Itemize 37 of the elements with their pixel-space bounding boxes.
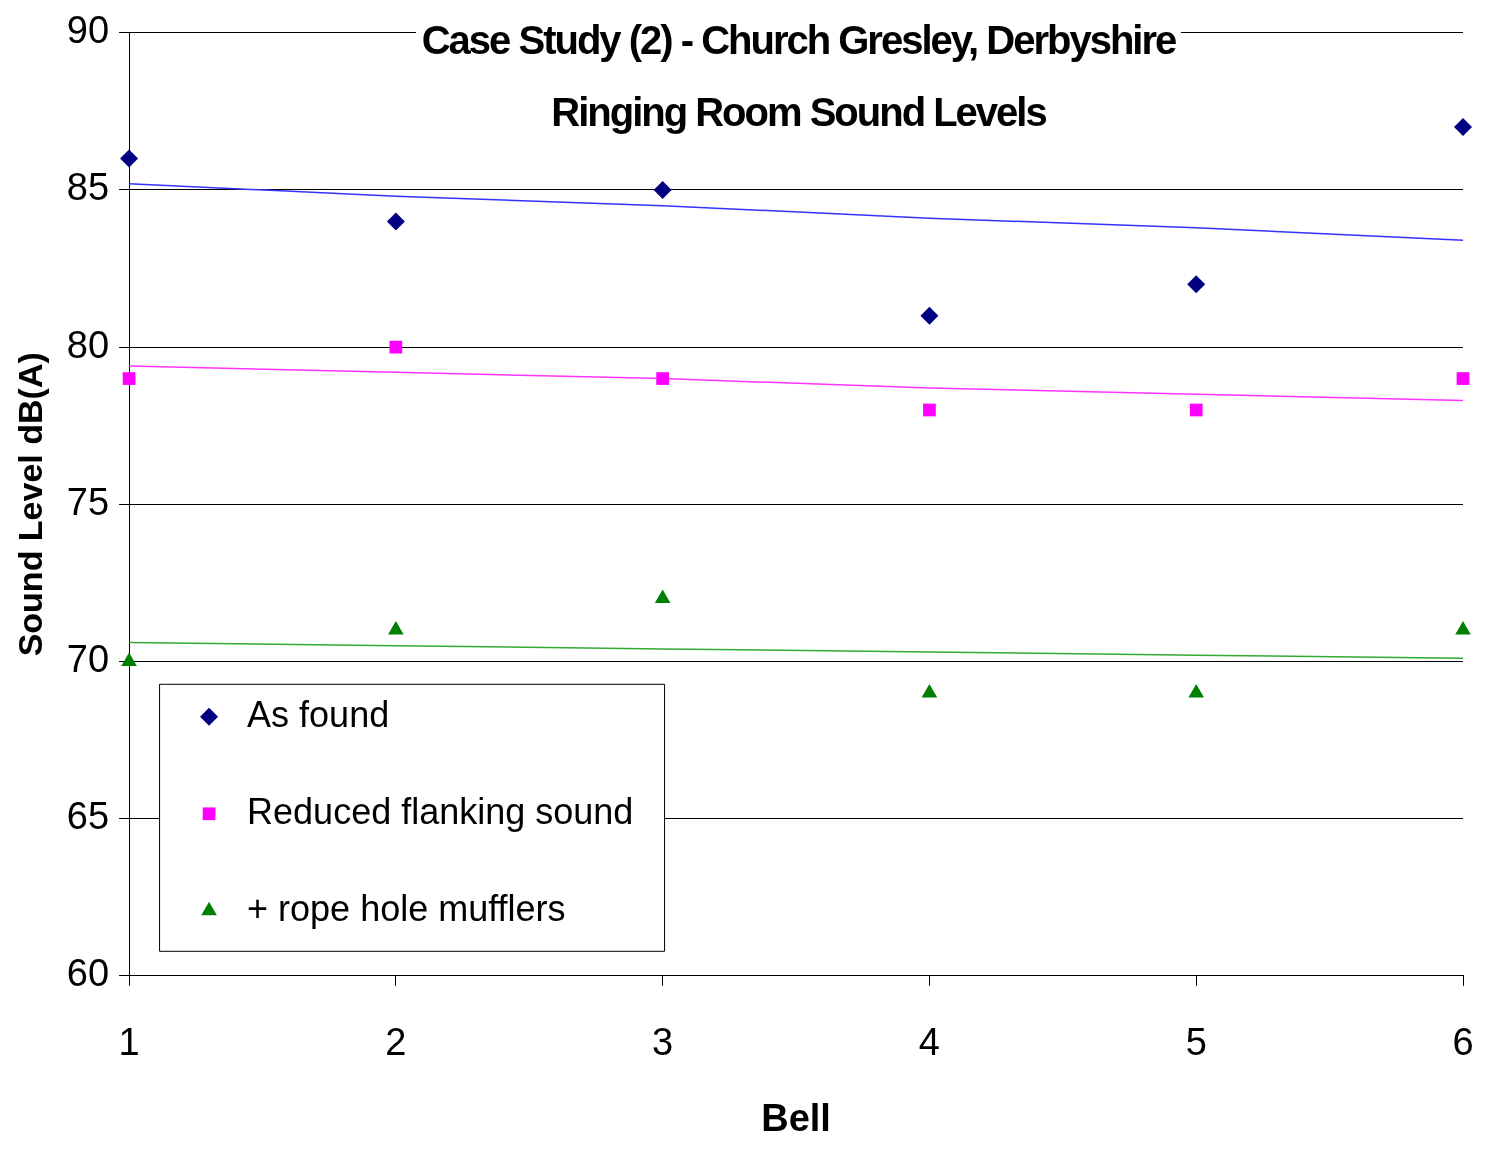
- point: [920, 306, 939, 325]
- x-tick-label: 2: [385, 1021, 407, 1064]
- text: Ringing Room Sound Levels: [545, 90, 1052, 134]
- point: [1188, 683, 1205, 698]
- legend-label: Reduced flanking sound: [247, 790, 634, 832]
- point: [1189, 403, 1203, 417]
- point: [388, 621, 404, 635]
- legend-label: As found: [247, 693, 390, 735]
- point: [1456, 372, 1470, 385]
- legend-label: + rope hole mufflers: [247, 887, 566, 929]
- y-tick-label: 65: [66, 795, 110, 838]
- y-tick-label: 80: [66, 323, 110, 366]
- point: [120, 149, 139, 168]
- chart-title: Case Study (2) - Church Gresley, Derbyshire: [415, 18, 1182, 62]
- point: [1455, 621, 1471, 635]
- x-tick-label: 6: [1452, 1021, 1474, 1064]
- point: [656, 372, 670, 385]
- x-tick-label: 3: [652, 1021, 674, 1064]
- point: [923, 403, 936, 417]
- y-tick-label: 60: [66, 952, 110, 995]
- y-tick-label: 70: [66, 637, 110, 680]
- y-axis-title: Sound Level dB(A): [10, 352, 49, 657]
- point: [1454, 118, 1472, 137]
- x-tick-label: 5: [1185, 1021, 1207, 1064]
- y-tick-label: 75: [66, 480, 110, 523]
- point: [921, 683, 938, 698]
- x-tick-label: 4: [918, 1021, 940, 1064]
- x-tick-label: 1: [118, 1021, 140, 1064]
- point: [654, 589, 671, 604]
- y-tick-label: 90: [66, 9, 110, 52]
- point: [386, 212, 405, 231]
- point: [122, 372, 136, 385]
- point: [389, 340, 403, 354]
- point: [1187, 275, 1206, 294]
- x-axis-title: Bell: [761, 1096, 831, 1139]
- y-tick-label: 85: [66, 166, 110, 209]
- point: [653, 180, 672, 199]
